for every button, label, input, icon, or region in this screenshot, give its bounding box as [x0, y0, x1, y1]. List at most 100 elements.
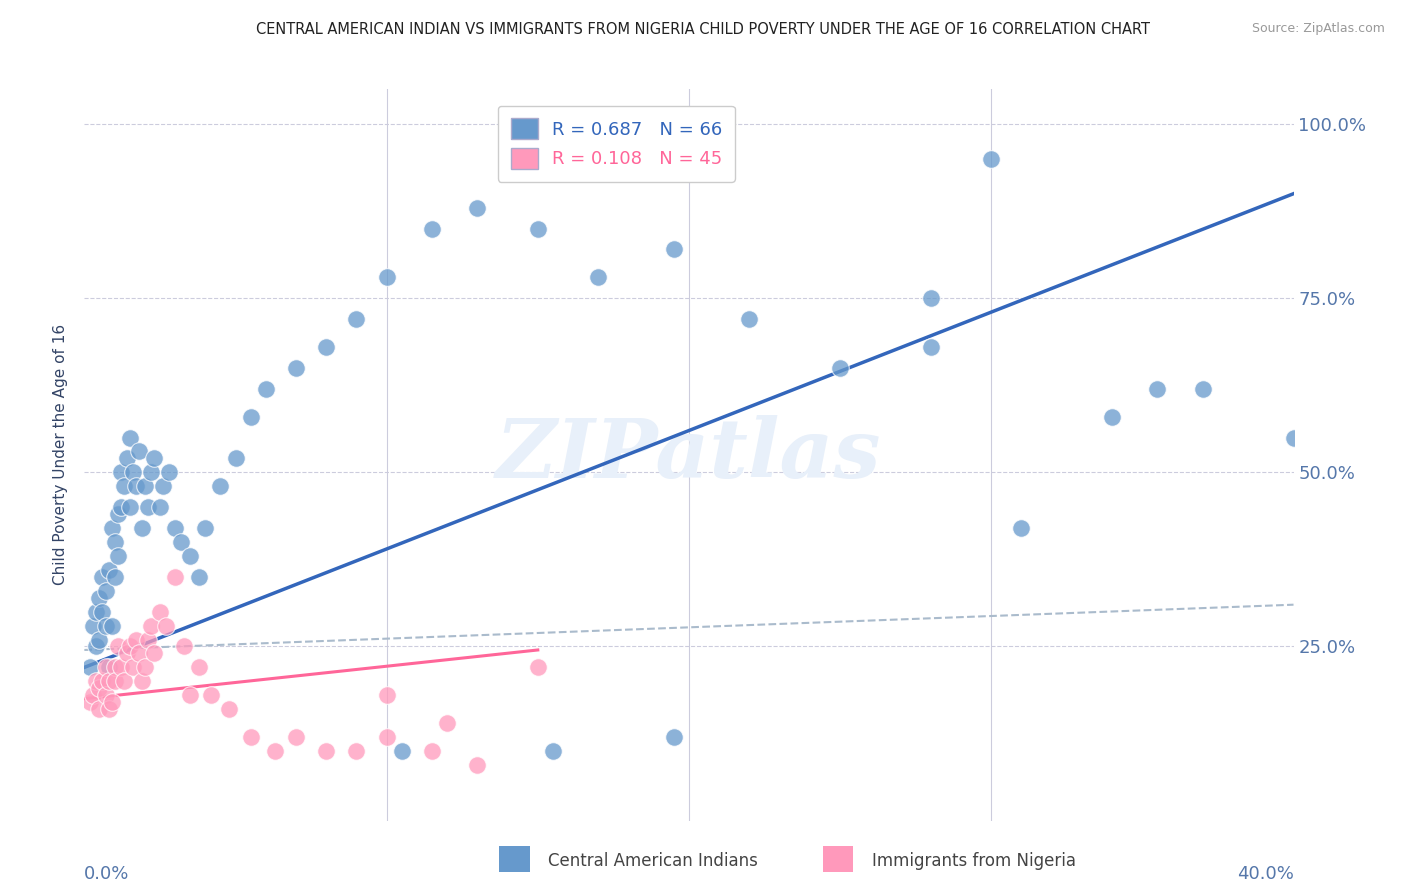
Point — [142, 647, 165, 661]
Point — [89, 702, 111, 716]
Point — [170, 535, 193, 549]
Point — [89, 591, 111, 605]
Text: Central American Indians: Central American Indians — [548, 852, 758, 870]
Point — [165, 570, 187, 584]
Point — [97, 674, 120, 689]
Point — [1101, 409, 1123, 424]
Point — [1282, 430, 1305, 444]
Point — [100, 695, 122, 709]
Point — [110, 500, 132, 515]
Text: 0.0%: 0.0% — [84, 864, 129, 882]
Point — [149, 605, 172, 619]
Point — [128, 444, 150, 458]
Point — [662, 730, 685, 744]
Point — [179, 549, 201, 563]
Point — [467, 758, 489, 772]
Point — [157, 466, 180, 480]
Text: 40.0%: 40.0% — [1237, 864, 1294, 882]
Point — [91, 570, 114, 584]
Point — [118, 430, 141, 444]
Point — [112, 674, 135, 689]
Point — [254, 382, 277, 396]
Point — [588, 270, 610, 285]
Point — [980, 152, 1002, 166]
Point — [107, 640, 129, 654]
Text: Source: ZipAtlas.com: Source: ZipAtlas.com — [1251, 22, 1385, 36]
Point — [218, 702, 240, 716]
Point — [225, 451, 247, 466]
Point — [104, 660, 127, 674]
Point — [97, 563, 120, 577]
Point — [121, 466, 143, 480]
Legend: R = 0.687   N = 66, R = 0.108   N = 45: R = 0.687 N = 66, R = 0.108 N = 45 — [498, 105, 735, 182]
Point — [86, 605, 108, 619]
Point — [86, 640, 108, 654]
Point — [104, 674, 127, 689]
Point — [107, 507, 129, 521]
Point — [110, 466, 132, 480]
Point — [541, 744, 564, 758]
Point — [82, 688, 104, 702]
Point — [94, 618, 117, 632]
Point — [89, 632, 111, 647]
Point — [89, 681, 111, 696]
Point — [104, 570, 127, 584]
Point — [125, 479, 148, 493]
Point — [94, 583, 117, 598]
Point — [375, 730, 398, 744]
Point — [179, 688, 201, 702]
Point — [155, 618, 177, 632]
Text: Immigrants from Nigeria: Immigrants from Nigeria — [872, 852, 1076, 870]
Point — [165, 521, 187, 535]
Y-axis label: Child Poverty Under the Age of 16: Child Poverty Under the Age of 16 — [52, 325, 67, 585]
Point — [115, 647, 138, 661]
Point — [94, 660, 117, 674]
Text: ZIPatlas: ZIPatlas — [496, 415, 882, 495]
Point — [115, 451, 138, 466]
Point — [467, 201, 489, 215]
Point — [131, 521, 153, 535]
Point — [149, 500, 172, 515]
Point — [110, 660, 132, 674]
Point — [527, 221, 550, 235]
Point — [315, 744, 337, 758]
Point — [662, 243, 685, 257]
Point — [436, 716, 458, 731]
Point — [920, 291, 942, 305]
Point — [136, 500, 159, 515]
Point — [107, 549, 129, 563]
Point — [239, 409, 262, 424]
Point — [1192, 382, 1215, 396]
Point — [346, 312, 368, 326]
Point — [136, 632, 159, 647]
Point — [239, 730, 262, 744]
Point — [391, 744, 413, 758]
Point — [97, 660, 120, 674]
Point — [1011, 521, 1033, 535]
Point — [209, 479, 232, 493]
Point — [97, 702, 120, 716]
Point — [152, 479, 174, 493]
Point — [188, 570, 211, 584]
Point — [134, 660, 156, 674]
Point — [121, 660, 143, 674]
Point — [82, 618, 104, 632]
Point — [200, 688, 222, 702]
Point — [91, 674, 114, 689]
Point — [118, 640, 141, 654]
Point — [139, 618, 162, 632]
Point — [420, 744, 443, 758]
Point — [112, 479, 135, 493]
Point — [91, 605, 114, 619]
Point — [100, 618, 122, 632]
Point — [315, 340, 337, 354]
Point — [375, 688, 398, 702]
Point — [79, 660, 101, 674]
Point — [285, 730, 308, 744]
Point — [100, 521, 122, 535]
Point — [94, 688, 117, 702]
Point — [420, 221, 443, 235]
Point — [131, 674, 153, 689]
Point — [125, 632, 148, 647]
Point — [738, 312, 761, 326]
